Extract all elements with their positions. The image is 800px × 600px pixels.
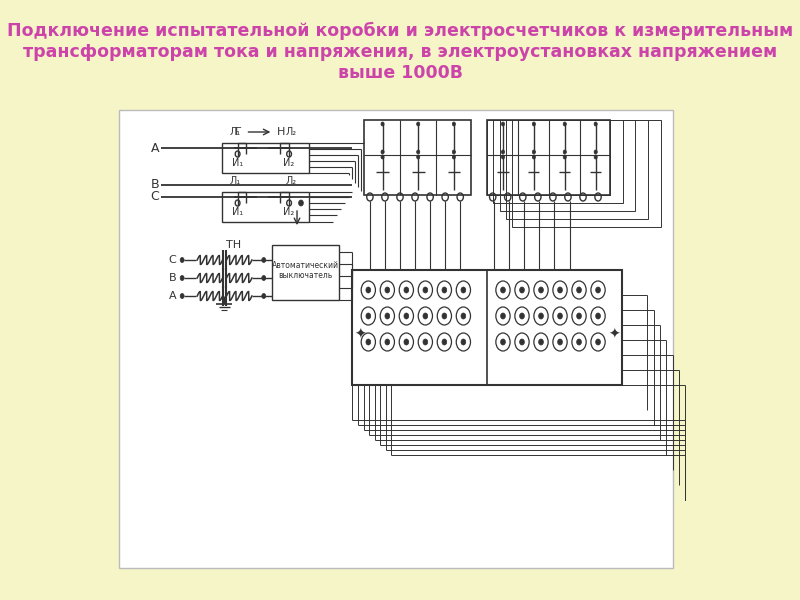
Circle shape — [502, 150, 505, 154]
Circle shape — [366, 287, 370, 293]
Circle shape — [501, 339, 506, 345]
Text: И₂: И₂ — [283, 158, 294, 168]
Text: выключатель: выключатель — [278, 271, 332, 280]
Circle shape — [423, 313, 428, 319]
Circle shape — [532, 150, 535, 154]
Circle shape — [452, 150, 455, 154]
Bar — [506, 120, 648, 219]
Text: Подключение испытательной коробки и электросчетчиков к измерительным
трансформат: Подключение испытательной коробки и элек… — [7, 22, 793, 82]
Text: Автоматический: Автоматический — [271, 260, 338, 269]
Circle shape — [558, 339, 562, 345]
Circle shape — [423, 287, 428, 293]
Bar — [118, 110, 674, 568]
Circle shape — [381, 150, 384, 154]
Circle shape — [381, 155, 384, 159]
Circle shape — [558, 287, 562, 293]
Circle shape — [538, 287, 543, 293]
Circle shape — [520, 313, 524, 319]
Circle shape — [366, 339, 370, 345]
Bar — [222, 143, 309, 173]
Circle shape — [180, 293, 184, 298]
Circle shape — [594, 155, 598, 159]
Text: В: В — [169, 273, 177, 283]
Circle shape — [452, 155, 455, 159]
Circle shape — [577, 313, 582, 319]
Circle shape — [563, 150, 566, 154]
Text: А: А — [169, 291, 177, 301]
Circle shape — [594, 150, 598, 154]
Circle shape — [461, 313, 466, 319]
Bar — [513, 120, 661, 227]
Circle shape — [404, 287, 409, 293]
Text: Л₁: Л₁ — [230, 127, 241, 137]
Circle shape — [262, 293, 266, 298]
Circle shape — [366, 313, 370, 319]
Circle shape — [558, 313, 562, 319]
Circle shape — [520, 339, 524, 345]
Circle shape — [262, 257, 266, 263]
Text: Л₂: Л₂ — [285, 176, 296, 186]
Circle shape — [577, 339, 582, 345]
Bar — [494, 120, 622, 203]
Circle shape — [596, 287, 601, 293]
Circle shape — [461, 287, 466, 293]
Circle shape — [180, 275, 184, 280]
Text: А: А — [150, 142, 159, 154]
Circle shape — [594, 122, 598, 126]
Circle shape — [563, 155, 566, 159]
Circle shape — [423, 339, 428, 345]
Bar — [353, 270, 622, 385]
Circle shape — [298, 200, 303, 206]
Circle shape — [577, 287, 582, 293]
Circle shape — [417, 122, 420, 126]
Circle shape — [404, 313, 409, 319]
Text: И₁: И₁ — [232, 207, 243, 217]
Circle shape — [502, 122, 505, 126]
Circle shape — [417, 150, 420, 154]
Text: И₁: И₁ — [232, 158, 243, 168]
Text: Г: Г — [235, 127, 242, 137]
Circle shape — [385, 339, 390, 345]
Circle shape — [404, 339, 409, 345]
Circle shape — [385, 287, 390, 293]
Circle shape — [596, 313, 601, 319]
Bar — [487, 120, 610, 195]
Bar — [500, 120, 635, 211]
Text: Н: Н — [278, 127, 286, 137]
Text: С: С — [169, 255, 177, 265]
Text: И₂: И₂ — [283, 207, 294, 217]
Bar — [364, 120, 471, 195]
Circle shape — [532, 155, 535, 159]
Text: ТН: ТН — [226, 240, 242, 250]
Text: Л₁: Л₁ — [230, 176, 241, 186]
Circle shape — [501, 313, 506, 319]
Circle shape — [385, 313, 390, 319]
Text: С: С — [150, 191, 159, 203]
Circle shape — [532, 122, 535, 126]
Circle shape — [381, 122, 384, 126]
Bar — [272, 245, 339, 300]
Text: ✦: ✦ — [608, 328, 620, 342]
Circle shape — [262, 275, 266, 280]
Circle shape — [417, 155, 420, 159]
Circle shape — [442, 313, 446, 319]
Circle shape — [452, 122, 455, 126]
Circle shape — [538, 339, 543, 345]
Text: В: В — [150, 179, 159, 191]
Circle shape — [442, 287, 446, 293]
Text: Л₂: Л₂ — [285, 127, 296, 137]
Circle shape — [461, 339, 466, 345]
Circle shape — [502, 155, 505, 159]
Circle shape — [442, 339, 446, 345]
Text: ✦: ✦ — [354, 328, 366, 342]
Circle shape — [563, 122, 566, 126]
Circle shape — [180, 257, 184, 263]
Bar — [222, 192, 309, 222]
Circle shape — [596, 339, 601, 345]
Bar — [487, 120, 610, 195]
Circle shape — [538, 313, 543, 319]
Circle shape — [520, 287, 524, 293]
Circle shape — [501, 287, 506, 293]
